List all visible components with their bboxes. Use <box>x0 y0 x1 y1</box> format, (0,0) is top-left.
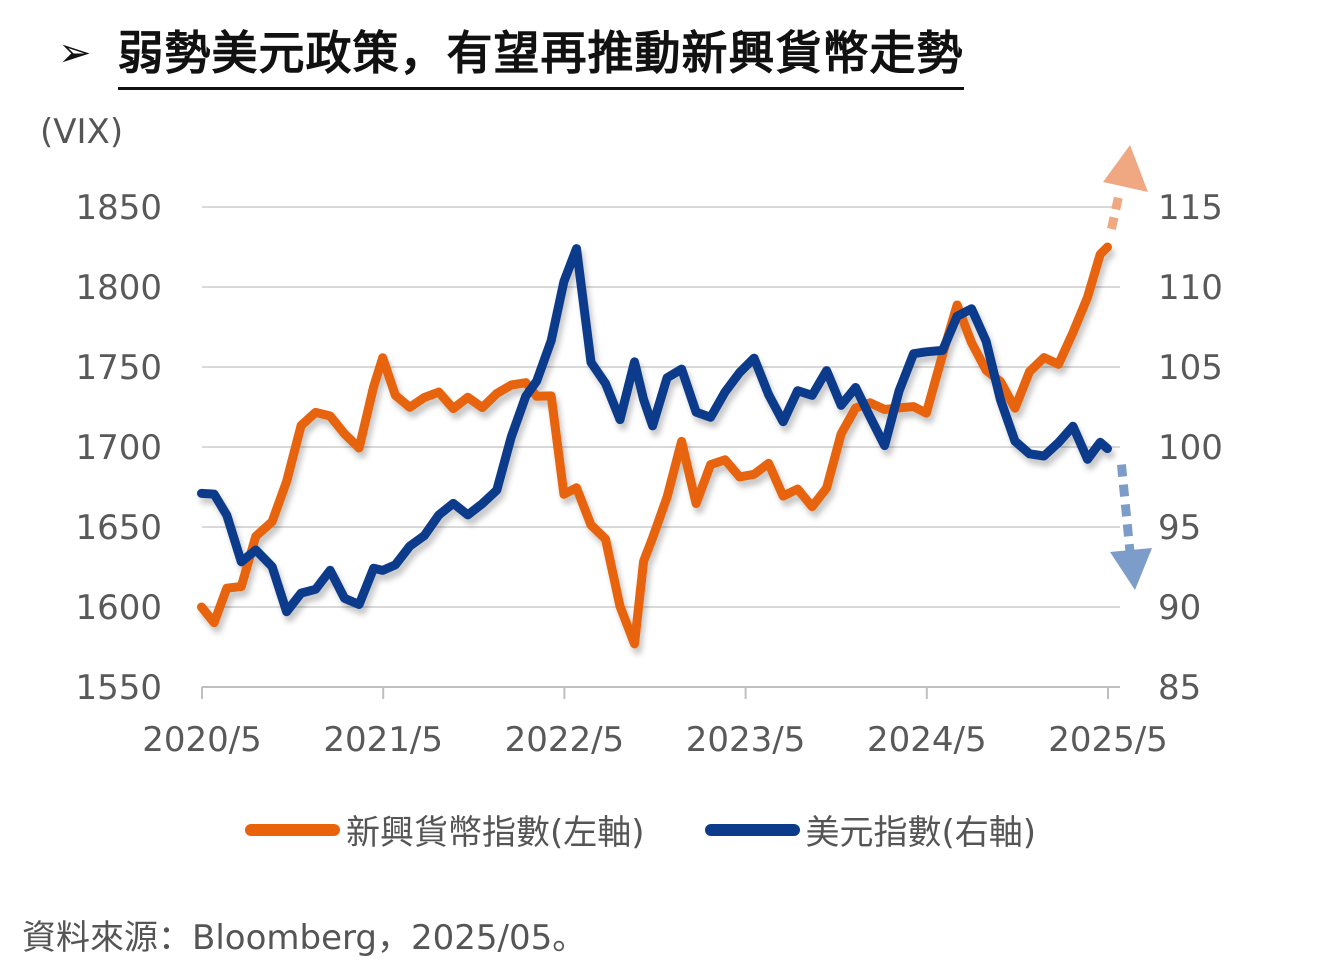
unit-label: (VIX) <box>40 112 124 152</box>
down-trend-arrow-line <box>1116 464 1135 553</box>
y-left-tick-label: 1600 <box>75 588 162 628</box>
trend-arrows <box>1103 145 1152 590</box>
y-left-tick-label: 1550 <box>75 668 162 708</box>
y-right-tick-label: 90 <box>1158 588 1201 628</box>
y-left-tick-label: 1800 <box>75 268 162 308</box>
x-tick-label: 2023/5 <box>686 720 806 760</box>
y-left-tick-label: 1650 <box>75 508 162 548</box>
legend-swatch-dxy <box>704 823 800 836</box>
bullet-arrow-icon: ➢ <box>58 30 92 76</box>
legend-label-dxy: 美元指數(右軸) <box>805 813 1037 853</box>
down-trend-arrow-icon <box>1110 548 1152 590</box>
legend: 新興貨幣指數(左軸) 美元指數(右軸) <box>245 805 1096 854</box>
y-right-tick-label: 100 <box>1158 428 1223 468</box>
legend-swatch-em-currency <box>245 823 340 836</box>
y-left-tick-label: 1850 <box>75 188 162 228</box>
legend-item-em-currency: 新興貨幣指數(左軸) <box>245 805 645 854</box>
legend-label-em-currency: 新興貨幣指數(左軸) <box>346 813 645 853</box>
tick-labels: 1550 85 1600 90 1650 95 1700 100 1750 105 1800 110 1… <box>75 188 1222 760</box>
x-tick-label: 2022/5 <box>505 720 625 760</box>
y-left-tick-label: 1750 <box>75 348 162 388</box>
y-right-tick-label: 110 <box>1158 268 1223 308</box>
x-tick-label: 2021/5 <box>323 720 443 760</box>
series-lines <box>197 242 1112 649</box>
y-left-tick-label: 1700 <box>75 428 162 468</box>
x-tick-label: 2025/5 <box>1048 720 1168 760</box>
chart-title-row: ➢ 弱勢美元政策，有望再推動新興貨幣走勢 <box>58 17 964 90</box>
series-line-dxy <box>197 244 1112 617</box>
up-trend-arrow-icon <box>1103 145 1148 192</box>
grid-lines <box>202 206 1120 608</box>
x-tick-label: 2020/5 <box>142 720 262 760</box>
chart-title: 弱勢美元政策，有望再推動新興貨幣走勢 <box>117 17 964 90</box>
y-right-tick-label: 105 <box>1158 348 1223 388</box>
x-axis <box>201 686 1120 699</box>
y-right-tick-label: 95 <box>1158 508 1201 548</box>
source-note: 資料來源：Bloomberg，2025/05。 <box>22 918 587 958</box>
y-right-tick-label: 85 <box>1158 668 1201 708</box>
legend-item-dxy: 美元指數(右軸) <box>704 805 1037 854</box>
y-right-tick-label: 115 <box>1158 188 1223 228</box>
up-trend-arrow-line <box>1107 189 1125 230</box>
x-tick-label: 2024/5 <box>867 720 987 760</box>
